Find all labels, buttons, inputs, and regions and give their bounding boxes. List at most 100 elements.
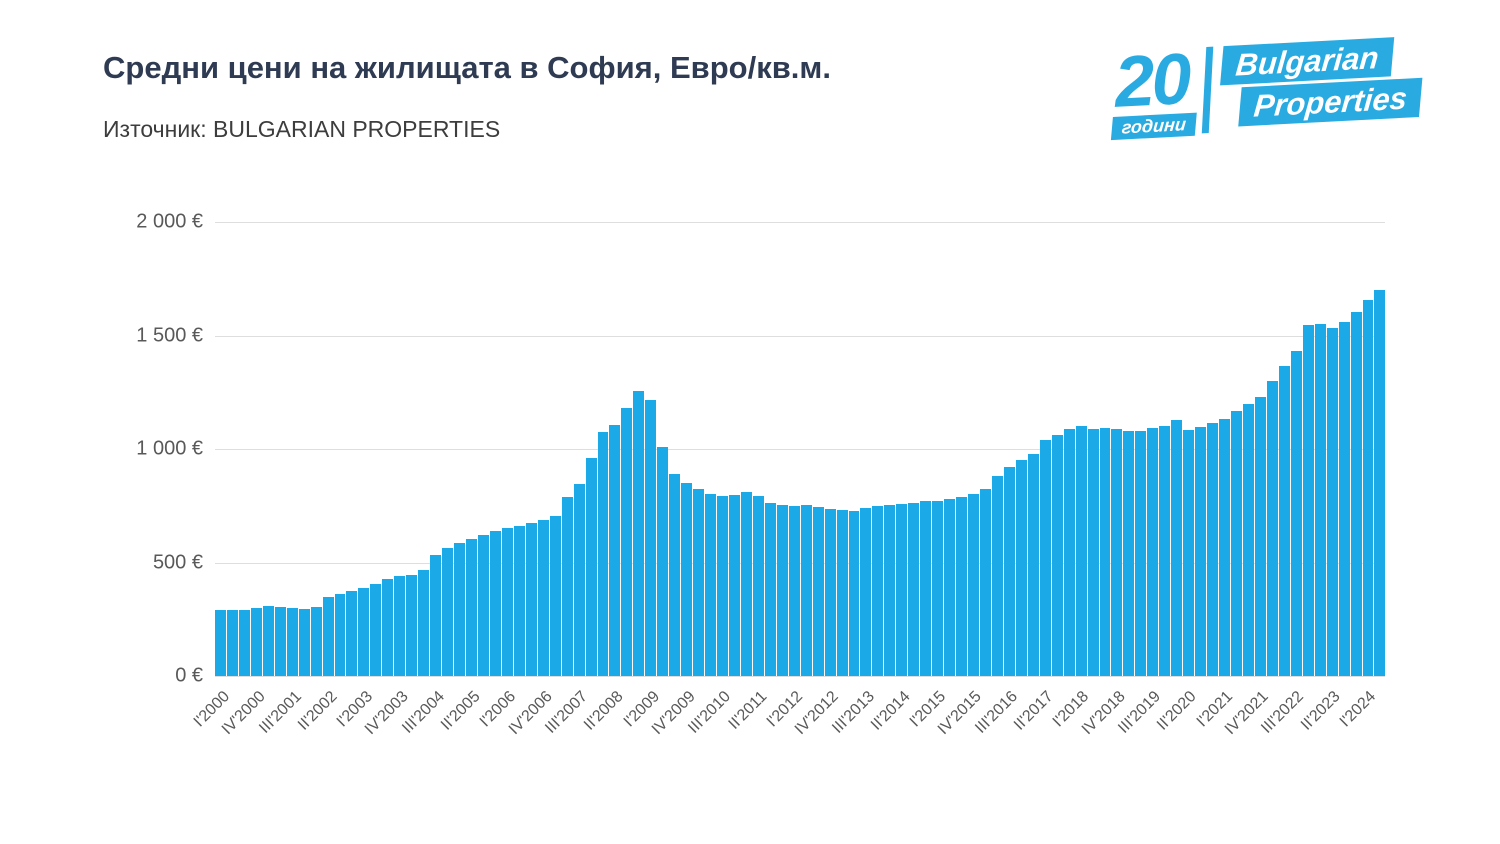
- bar: [226, 609, 238, 676]
- bar: [956, 496, 968, 676]
- bar: [860, 508, 872, 676]
- bar: [250, 607, 262, 676]
- bar: [872, 506, 884, 676]
- bar: [1278, 365, 1290, 676]
- logo-brand-line2: Properties: [1237, 77, 1423, 127]
- bar: [681, 482, 693, 676]
- bar: [693, 489, 705, 676]
- bar: [740, 491, 752, 676]
- gridline: [215, 562, 1385, 564]
- bar: [1099, 427, 1111, 676]
- bar: [980, 488, 991, 676]
- bar: [1135, 431, 1147, 676]
- bar: [1338, 322, 1350, 676]
- bar: [1063, 428, 1075, 676]
- bar: [442, 548, 454, 676]
- bar: [800, 505, 812, 676]
- bar: [1087, 429, 1099, 676]
- bar: [1171, 420, 1183, 676]
- bar: [334, 593, 346, 676]
- chart-source-label: Източник: BULGARIAN PROPERTIES: [103, 116, 501, 142]
- bar: [1027, 454, 1039, 676]
- bar: [1362, 299, 1374, 676]
- bar: [1195, 427, 1207, 676]
- logo-anniversary: 20 години: [1107, 39, 1197, 141]
- bar: [537, 520, 549, 676]
- bar: [621, 408, 633, 676]
- bar: [513, 525, 525, 676]
- bar: [1075, 426, 1087, 676]
- bar: [597, 431, 609, 676]
- bar: [549, 515, 561, 676]
- logo-years-label: години: [1110, 112, 1197, 141]
- bar: [1302, 324, 1314, 676]
- x-tick-label: II'2005: [438, 688, 484, 734]
- bar: [573, 483, 585, 676]
- x-tick-label: II'2023: [1297, 688, 1344, 734]
- bar: [932, 500, 944, 676]
- bar: [1219, 418, 1231, 676]
- bar: [752, 496, 764, 676]
- bar: [669, 473, 681, 676]
- bar: [1183, 430, 1195, 676]
- bar: [1326, 328, 1338, 676]
- gridline: [215, 676, 1385, 677]
- bar: [1159, 426, 1171, 676]
- bar: [370, 584, 382, 676]
- bar: [1039, 439, 1051, 676]
- bar: [633, 390, 645, 676]
- bar: [824, 508, 836, 676]
- logo-brand-name: Bulgarian Properties: [1219, 36, 1423, 127]
- bar: [764, 502, 776, 676]
- bar: [489, 530, 501, 676]
- x-axis-labels: I'2000 IV'2000 III'2001 II'2002 I'2003 IV'200…: [191, 680, 1385, 810]
- x-tick-label: II'2011: [725, 688, 771, 733]
- bar: [358, 588, 370, 676]
- bar: [1242, 404, 1254, 676]
- bar: [788, 506, 800, 676]
- bar: [286, 608, 298, 676]
- bar: [717, 496, 728, 676]
- bar: [609, 425, 621, 676]
- bar: [728, 494, 740, 676]
- x-tick-label: II'2002: [294, 688, 341, 734]
- bar: [944, 499, 956, 676]
- gridline: [215, 335, 1385, 337]
- bar: [585, 457, 597, 676]
- brand-logo: 20 години Bulgarian Properties: [1107, 36, 1423, 141]
- bar: [645, 399, 657, 676]
- bar: [1314, 323, 1326, 676]
- bar: [920, 501, 932, 676]
- bar: [1051, 434, 1063, 676]
- bar: [262, 605, 274, 676]
- bar: [848, 510, 860, 676]
- logo-divider: [1201, 46, 1213, 134]
- bar: [418, 570, 430, 676]
- bar: [298, 608, 310, 676]
- page-title: Средни цени на жилищата в София, Евро/кв…: [103, 50, 831, 85]
- bar: [705, 494, 717, 676]
- bar: [1374, 289, 1386, 676]
- bar: [657, 446, 669, 676]
- bar: [430, 555, 442, 676]
- bar: [812, 506, 824, 676]
- bar: [836, 510, 848, 676]
- bar: [1111, 429, 1123, 676]
- x-tick-label: II'2017: [1011, 688, 1057, 734]
- logo-20-number: 20: [1111, 39, 1191, 123]
- bar: [1350, 312, 1362, 676]
- x-tick-label: I'2024: [1336, 688, 1380, 731]
- logo-brand-line1: Bulgarian: [1219, 37, 1394, 86]
- bar: [1254, 397, 1266, 676]
- bar: [466, 538, 477, 676]
- bar: [776, 505, 788, 676]
- bar: [322, 596, 334, 676]
- bar: [1147, 428, 1159, 676]
- bar: [884, 505, 896, 676]
- bar-chart: [215, 222, 1386, 677]
- bar: [215, 610, 226, 676]
- bar: [1015, 460, 1027, 676]
- bar: [968, 494, 979, 676]
- x-tick-label: II'2020: [1154, 688, 1201, 734]
